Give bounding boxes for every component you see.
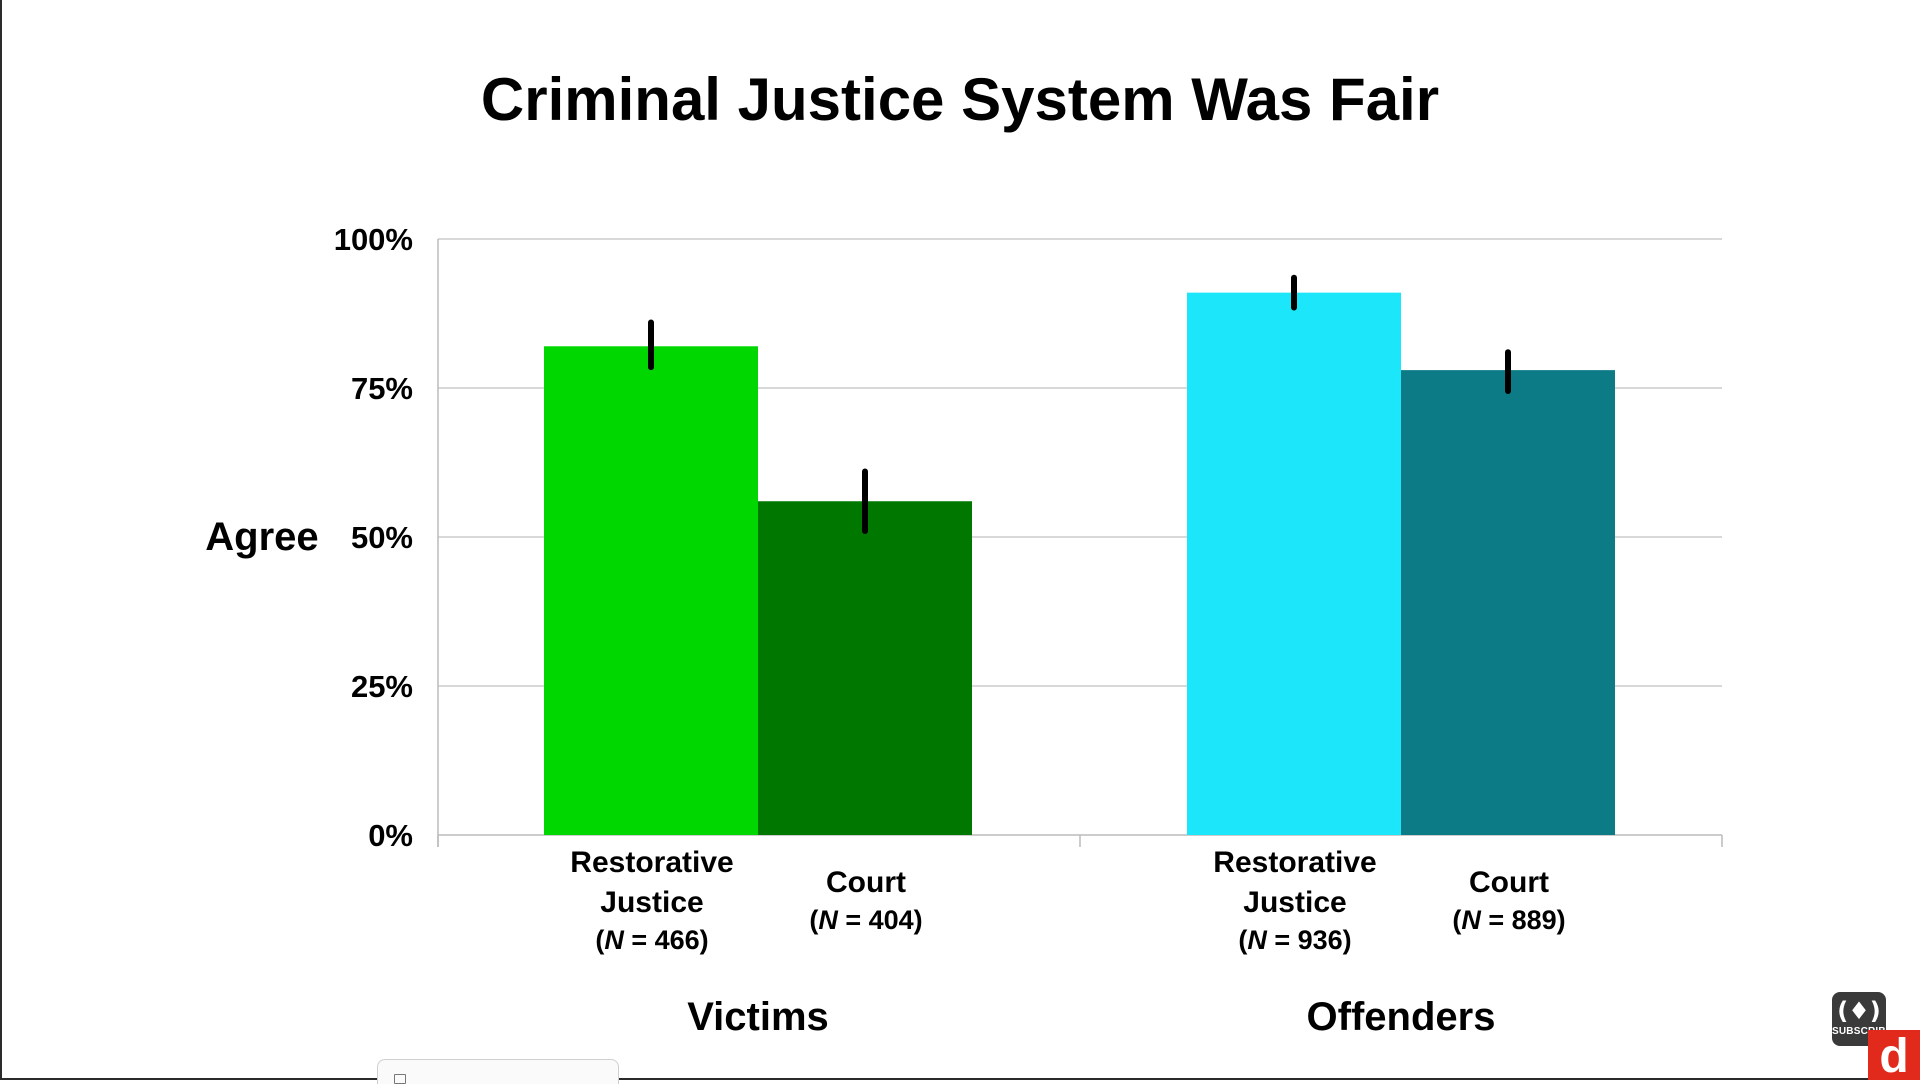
browser-tab-stub[interactable] — [377, 1059, 619, 1084]
group-label: Victims — [687, 995, 829, 1039]
chart-title: Criminal Justice System Was Fair — [481, 66, 1439, 133]
bar-category-label: Restorative — [1213, 846, 1376, 879]
bar-category-label: Court — [826, 866, 906, 899]
bar-category-label: Restorative — [570, 846, 733, 879]
bar-n-label: (N = 936) — [1238, 925, 1351, 955]
bar — [544, 346, 758, 835]
bar-n-label: (N = 404) — [809, 905, 922, 935]
y-tick-label: 50% — [351, 520, 413, 555]
y-axis-label: Agree — [205, 515, 318, 559]
subscribe-label: SUBSCRIBE — [1832, 1026, 1893, 1037]
page-icon — [394, 1074, 406, 1084]
bar — [1187, 292, 1401, 835]
bar-n-label: (N = 889) — [1452, 905, 1565, 935]
y-tick-label: 0% — [368, 818, 413, 853]
bar — [1401, 370, 1615, 835]
flame-in-parens-icon: (♦) — [1837, 997, 1881, 1025]
group-label: Offenders — [1307, 995, 1496, 1039]
bar-category-label: Court — [1469, 866, 1549, 899]
channel-logo: d — [1868, 1030, 1920, 1083]
bar-category-label: Justice — [1243, 886, 1346, 919]
frame-bottom-edge — [0, 1078, 1920, 1080]
y-tick-label: 75% — [351, 371, 413, 406]
bar-n-label: (N = 466) — [595, 925, 708, 955]
y-tick-label: 25% — [351, 669, 413, 704]
bar-category-label: Justice — [600, 886, 703, 919]
frame-left-edge — [0, 0, 2, 1080]
y-tick-label: 100% — [334, 222, 413, 257]
bar — [758, 501, 972, 835]
